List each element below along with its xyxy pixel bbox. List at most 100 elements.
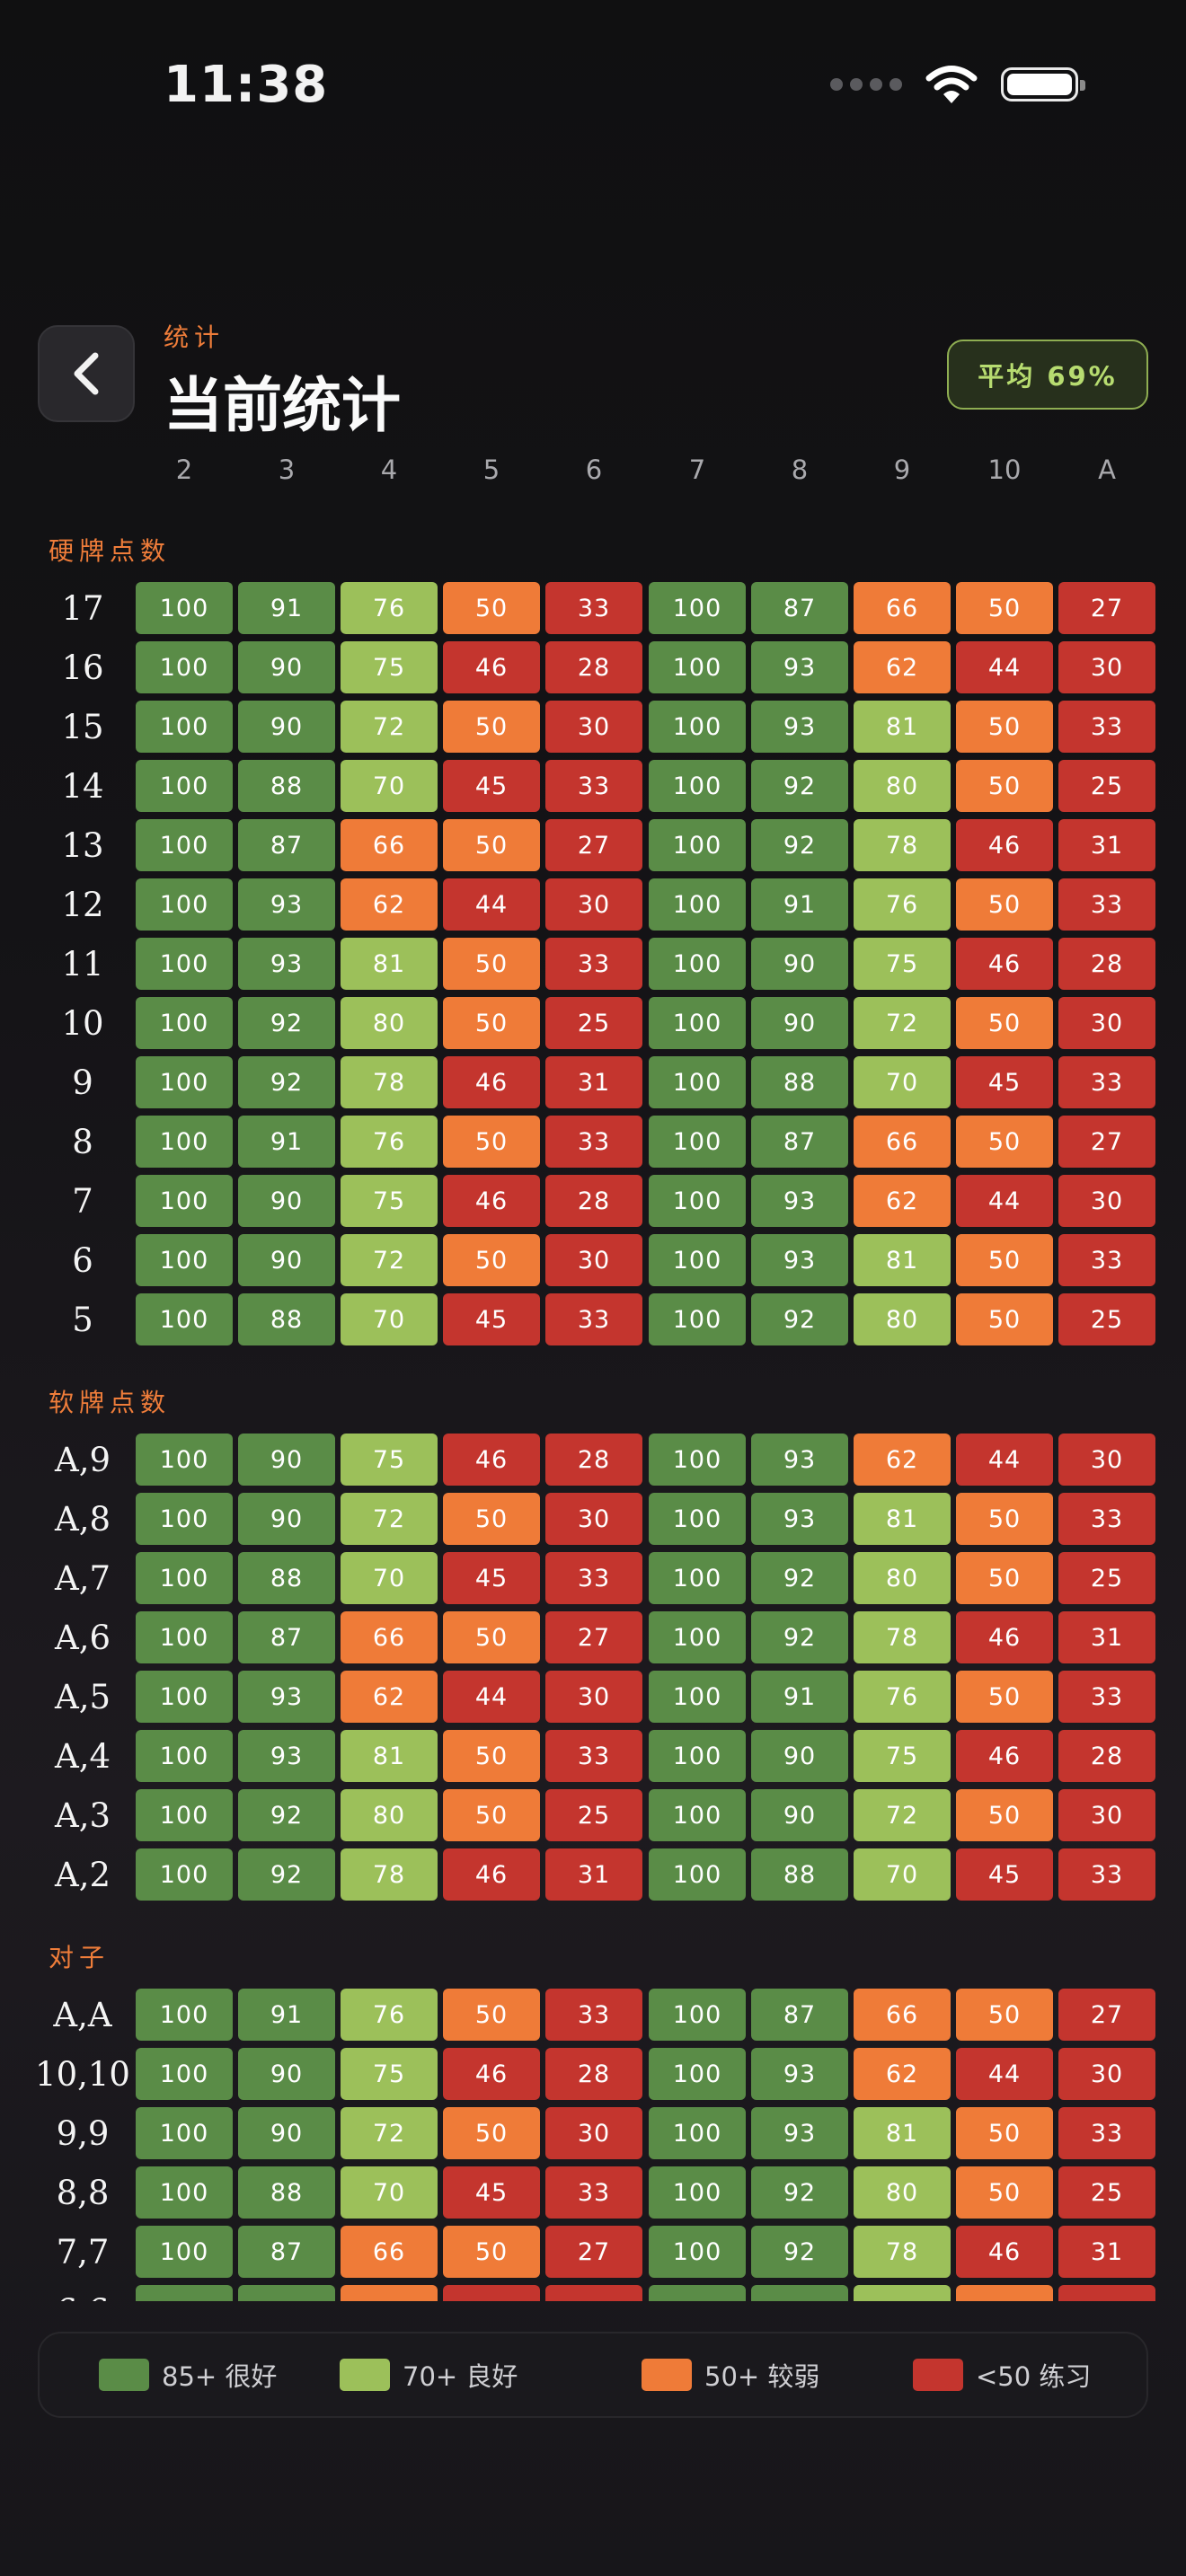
stat-cell[interactable]: 70 <box>854 1848 951 1901</box>
stat-cell[interactable]: 30 <box>545 1234 642 1286</box>
stat-cell[interactable]: 91 <box>751 2285 848 2301</box>
stat-cell[interactable]: 50 <box>956 1234 1053 1286</box>
stat-cell[interactable]: 50 <box>956 1789 1053 1841</box>
stat-cell[interactable]: 92 <box>238 1848 335 1901</box>
stat-cell[interactable]: 30 <box>1058 997 1155 1049</box>
stat-cell[interactable]: 66 <box>854 1989 951 2041</box>
stat-cell[interactable]: 90 <box>238 2107 335 2159</box>
stat-cell[interactable]: 92 <box>751 760 848 812</box>
stat-cell[interactable]: 33 <box>1058 1848 1155 1901</box>
stat-cell[interactable]: 62 <box>341 2285 438 2301</box>
stat-cell[interactable]: 100 <box>136 2226 233 2278</box>
stat-cell[interactable]: 25 <box>1058 1552 1155 1604</box>
stat-cell[interactable]: 70 <box>341 760 438 812</box>
stat-cell[interactable]: 91 <box>751 1671 848 1723</box>
stat-cell[interactable]: 46 <box>956 2226 1053 2278</box>
stat-cell[interactable]: 75 <box>854 1730 951 1782</box>
stat-cell[interactable]: 93 <box>751 701 848 753</box>
stat-cell[interactable]: 100 <box>136 2048 233 2100</box>
stat-cell[interactable]: 50 <box>956 760 1053 812</box>
stat-cell[interactable]: 75 <box>854 938 951 990</box>
stat-cell[interactable]: 100 <box>136 997 233 1049</box>
stat-cell[interactable]: 100 <box>649 582 746 634</box>
stat-cell[interactable]: 33 <box>1058 701 1155 753</box>
stat-cell[interactable]: 46 <box>956 1730 1053 1782</box>
stat-cell[interactable]: 91 <box>238 1116 335 1168</box>
stat-cell[interactable]: 100 <box>649 1611 746 1663</box>
stat-cell[interactable]: 70 <box>854 1056 951 1108</box>
stat-cell[interactable]: 45 <box>443 760 540 812</box>
stat-cell[interactable]: 100 <box>136 878 233 931</box>
stat-cell[interactable]: 50 <box>956 1493 1053 1545</box>
stat-cell[interactable]: 30 <box>545 1493 642 1545</box>
stat-cell[interactable]: 92 <box>238 1056 335 1108</box>
stat-cell[interactable]: 92 <box>751 1552 848 1604</box>
stat-cell[interactable]: 72 <box>341 1234 438 1286</box>
stat-cell[interactable]: 44 <box>956 641 1053 693</box>
stat-cell[interactable]: 100 <box>649 2048 746 2100</box>
stat-cell[interactable]: 93 <box>238 2285 335 2301</box>
stat-cell[interactable]: 78 <box>341 1848 438 1901</box>
stat-cell[interactable]: 93 <box>751 1493 848 1545</box>
stat-cell[interactable]: 88 <box>238 2166 335 2219</box>
stat-cell[interactable]: 30 <box>1058 2048 1155 2100</box>
stat-cell[interactable]: 33 <box>1058 2107 1155 2159</box>
stat-cell[interactable]: 100 <box>649 760 746 812</box>
stat-cell[interactable]: 62 <box>854 1434 951 1486</box>
stat-cell[interactable]: 91 <box>238 582 335 634</box>
stat-cell[interactable]: 75 <box>341 2048 438 2100</box>
stat-cell[interactable]: 100 <box>649 1671 746 1723</box>
stat-cell[interactable]: 70 <box>341 2166 438 2219</box>
stat-cell[interactable]: 78 <box>854 819 951 871</box>
stat-cell[interactable]: 50 <box>443 1493 540 1545</box>
stat-cell[interactable]: 75 <box>341 1175 438 1227</box>
stat-cell[interactable]: 93 <box>751 1234 848 1286</box>
stat-cell[interactable]: 25 <box>1058 760 1155 812</box>
stat-cell[interactable]: 100 <box>649 1730 746 1782</box>
stat-cell[interactable]: 100 <box>649 2285 746 2301</box>
stat-cell[interactable]: 33 <box>1058 1493 1155 1545</box>
stat-cell[interactable]: 70 <box>341 1552 438 1604</box>
stat-cell[interactable]: 30 <box>545 2107 642 2159</box>
stat-cell[interactable]: 50 <box>443 701 540 753</box>
stat-cell[interactable]: 80 <box>341 1789 438 1841</box>
stat-cell[interactable]: 100 <box>136 1789 233 1841</box>
stat-cell[interactable]: 27 <box>1058 1989 1155 2041</box>
stat-cell[interactable]: 70 <box>341 1293 438 1345</box>
stat-cell[interactable]: 100 <box>136 2107 233 2159</box>
stat-cell[interactable]: 100 <box>136 819 233 871</box>
stat-cell[interactable]: 33 <box>1058 2285 1155 2301</box>
stat-cell[interactable]: 50 <box>956 878 1053 931</box>
stat-cell[interactable]: 90 <box>751 1730 848 1782</box>
stat-cell[interactable]: 31 <box>545 1848 642 1901</box>
stat-cell[interactable]: 44 <box>443 1671 540 1723</box>
stat-cell[interactable]: 100 <box>649 1056 746 1108</box>
stat-cell[interactable]: 62 <box>341 878 438 931</box>
stat-cell[interactable]: 76 <box>341 582 438 634</box>
stat-cell[interactable]: 93 <box>238 1730 335 1782</box>
stat-cell[interactable]: 100 <box>649 878 746 931</box>
stat-cell[interactable]: 62 <box>854 641 951 693</box>
stat-cell[interactable]: 100 <box>136 1116 233 1168</box>
stat-cell[interactable]: 100 <box>136 1611 233 1663</box>
stat-cell[interactable]: 76 <box>854 1671 951 1723</box>
stat-cell[interactable]: 100 <box>136 582 233 634</box>
stat-cell[interactable]: 50 <box>443 2226 540 2278</box>
stat-cell[interactable]: 93 <box>751 2107 848 2159</box>
stat-cell[interactable]: 100 <box>649 2226 746 2278</box>
stat-cell[interactable]: 88 <box>238 760 335 812</box>
stat-cell[interactable]: 80 <box>854 1552 951 1604</box>
stat-cell[interactable]: 50 <box>443 938 540 990</box>
stat-cell[interactable]: 91 <box>238 1989 335 2041</box>
stat-cell[interactable]: 100 <box>136 1056 233 1108</box>
stat-cell[interactable]: 50 <box>956 582 1053 634</box>
stat-cell[interactable]: 50 <box>443 582 540 634</box>
stat-cell[interactable]: 87 <box>751 1989 848 2041</box>
stat-cell[interactable]: 28 <box>545 1434 642 1486</box>
stat-cell[interactable]: 50 <box>443 997 540 1049</box>
stat-cell[interactable]: 100 <box>649 819 746 871</box>
stat-cell[interactable]: 33 <box>545 1116 642 1168</box>
stat-cell[interactable]: 100 <box>136 938 233 990</box>
stats-table[interactable]: 硬牌点数 17 100 91 76 50 33 100 87 66 50 27 16 100 90 75 46 2… <box>0 521 1186 2301</box>
stat-cell[interactable]: 46 <box>956 938 1053 990</box>
